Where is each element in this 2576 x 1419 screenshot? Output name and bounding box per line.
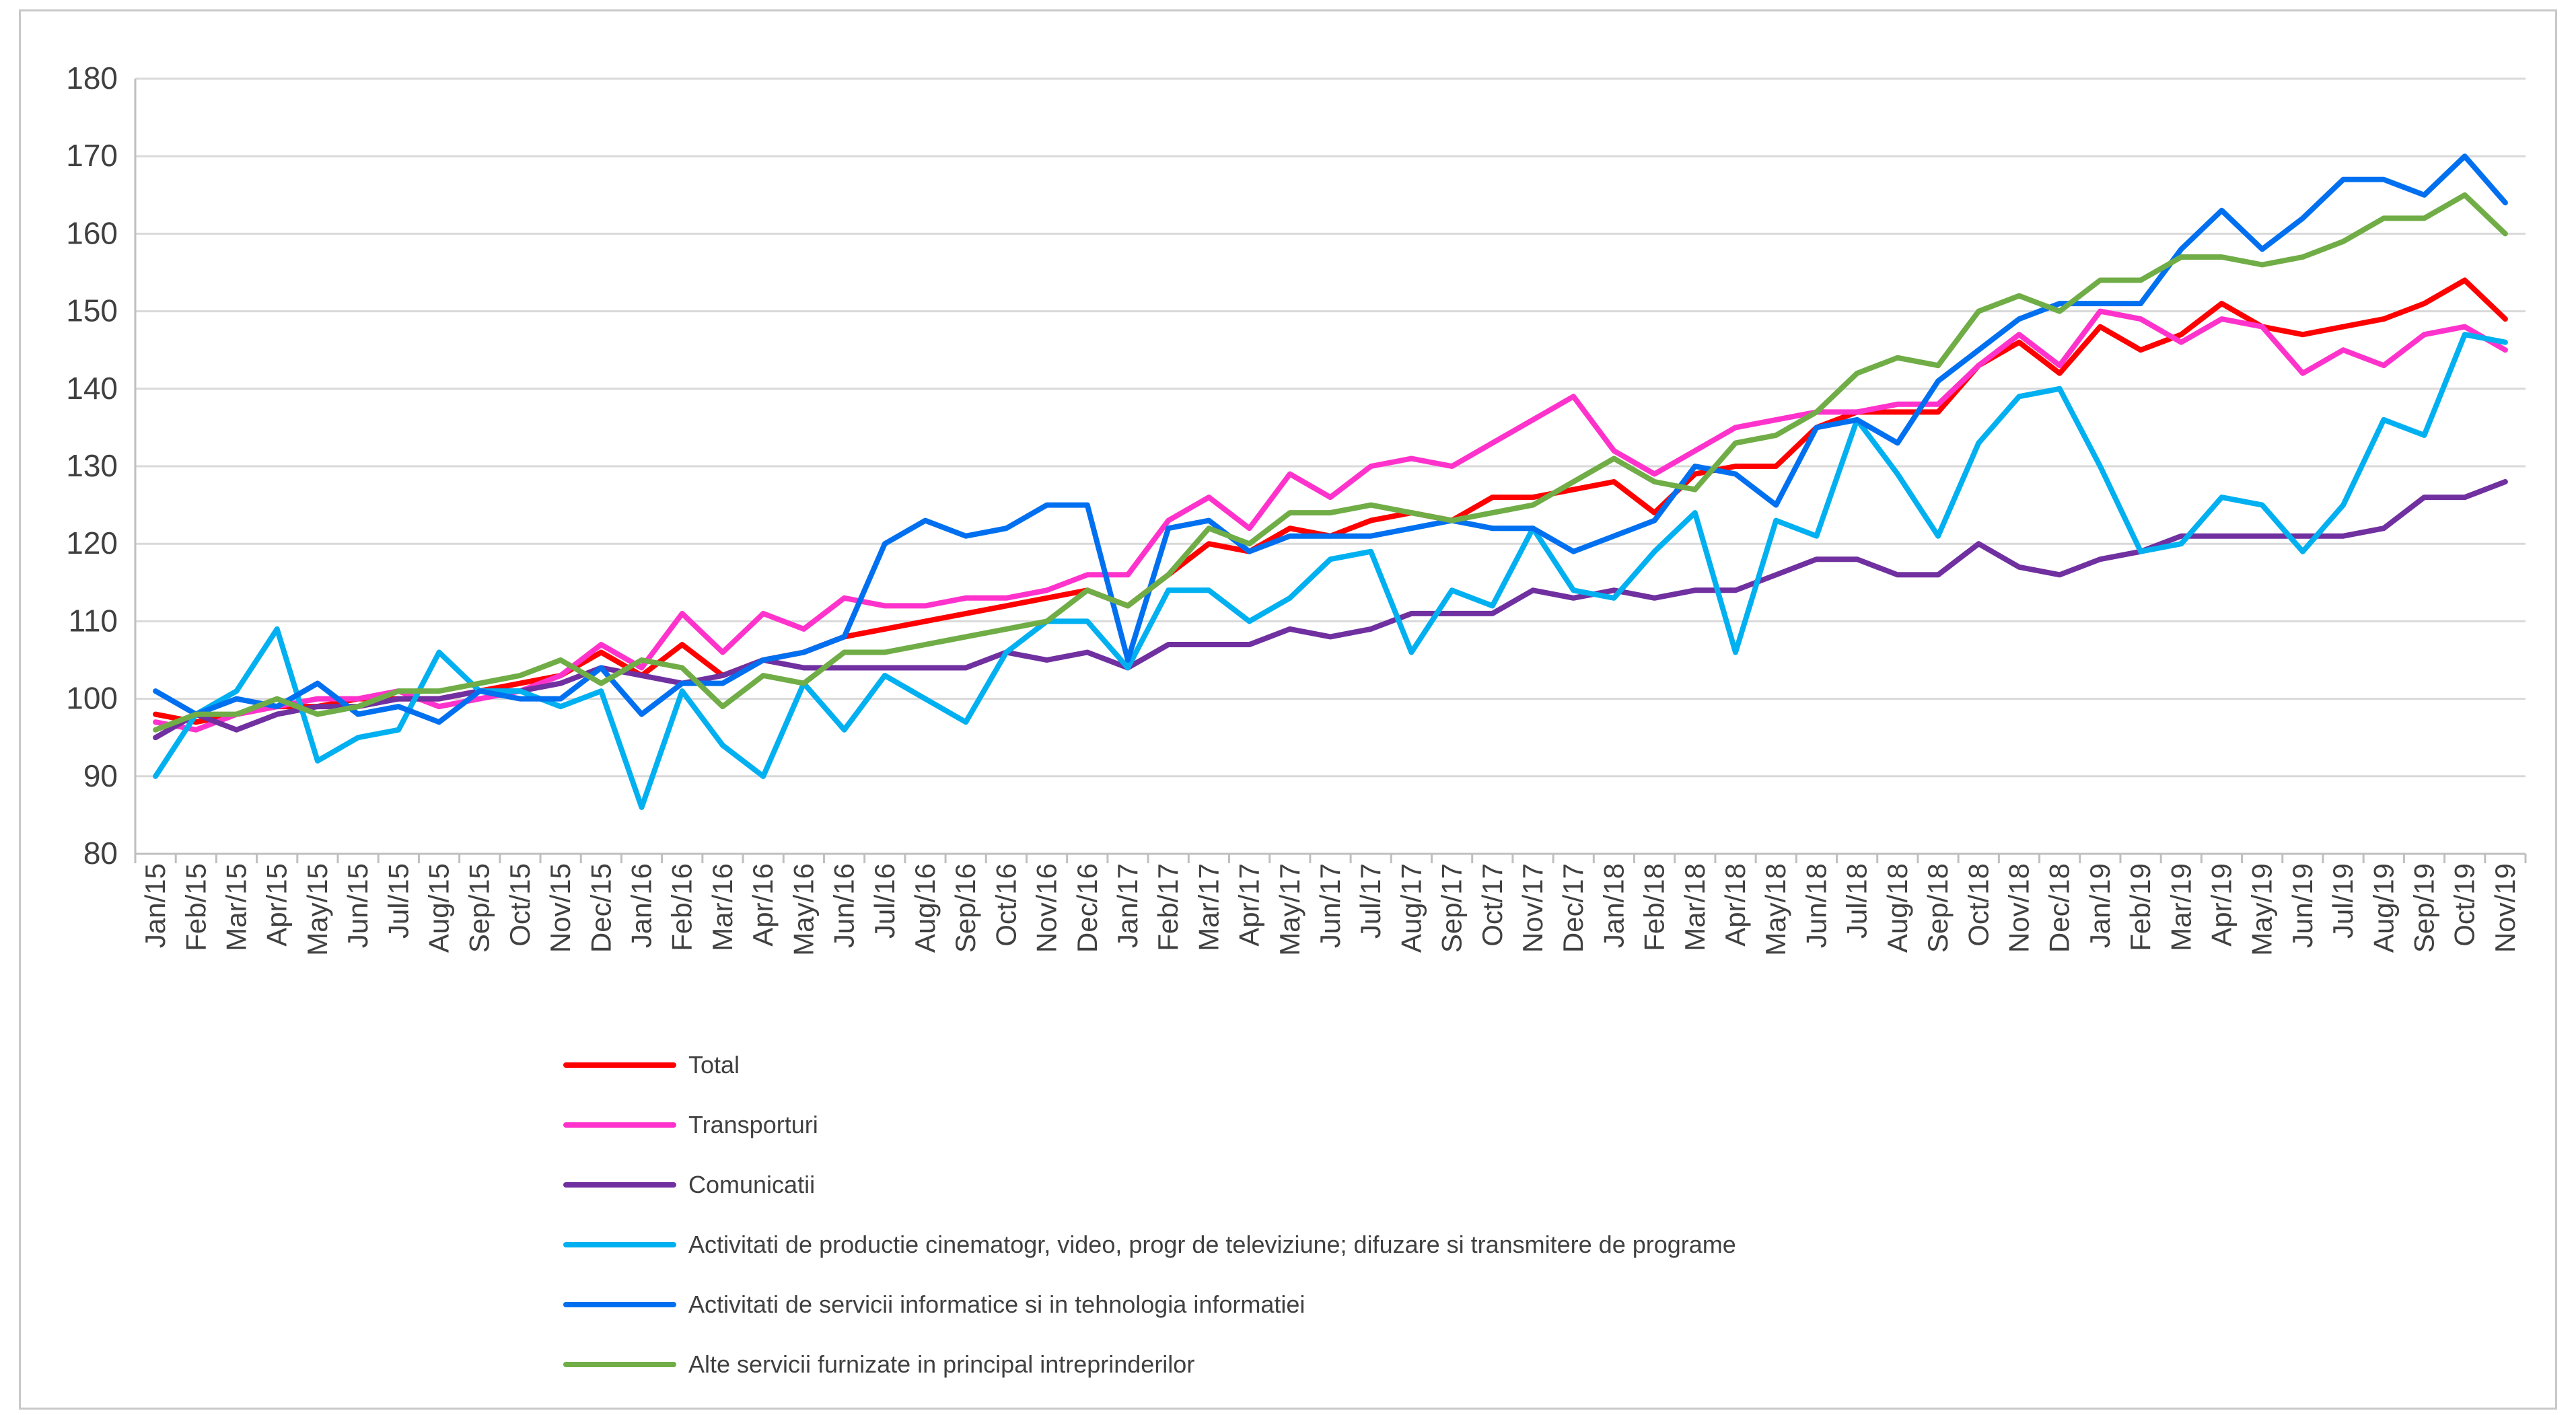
x-tick-label: Oct/15 (504, 863, 536, 947)
x-tick-label: Mar/16 (707, 863, 738, 951)
x-tick-label: Feb/16 (666, 863, 698, 951)
x-tick-label: Apr/15 (261, 863, 293, 947)
x-tick-label: Oct/19 (2449, 863, 2480, 947)
x-tick-label: Oct/16 (990, 863, 1022, 947)
y-tick-label: 180 (66, 61, 118, 96)
series-lines (153, 153, 2508, 810)
x-tick-label: Aug/19 (2367, 863, 2399, 953)
x-tick-label: Jul/16 (869, 863, 900, 939)
x-tick-label: Dec/17 (1557, 863, 1589, 953)
x-tick-label: Feb/17 (1152, 863, 1184, 951)
y-tick-label: 160 (66, 215, 118, 250)
line-chart: 80 90 100 110 120 130 140 150 160 170 180 Jan/15 Fe… (66, 61, 2527, 1378)
x-tick-label: Dec/16 (1071, 863, 1103, 953)
x-tick-label: Jun/19 (2287, 863, 2318, 948)
x-tick-label: Nov/15 (544, 863, 576, 953)
x-tick-label: Mar/17 (1192, 863, 1224, 951)
x-tick-label: Nov/17 (1517, 863, 1548, 953)
y-tick-label: 150 (66, 293, 118, 328)
x-tick-label: Feb/19 (2124, 863, 2156, 951)
x-tick-label: Jul/18 (1841, 863, 1873, 939)
legend-label: Transporturi (688, 1111, 818, 1138)
series-line-5 (153, 153, 2508, 725)
x-tick-label: May/18 (1760, 863, 1791, 956)
x-tick-label: Jun/17 (1314, 863, 1346, 948)
x-tick-label: Sep/17 (1436, 863, 1468, 953)
x-tick-label: Aug/15 (423, 863, 455, 953)
y-tick-label: 120 (66, 525, 118, 560)
x-tick-label: Jan/18 (1598, 863, 1629, 948)
y-tick-label: 140 (66, 371, 118, 406)
x-tick-label: Sep/15 (464, 863, 495, 953)
legend-label: Activitati de productie cinematogr, vide… (688, 1231, 1736, 1258)
x-tick-label: Feb/18 (1639, 863, 1670, 951)
series-line-3 (153, 479, 2508, 741)
x-tick-label: Jun/16 (828, 863, 860, 948)
x-tick-label: Apr/18 (1719, 863, 1751, 947)
y-tick-label: 90 (83, 758, 118, 793)
x-tick-label: Aug/18 (1882, 863, 1913, 953)
x-tick-label: Mar/19 (2165, 863, 2196, 951)
y-tick-label: 110 (69, 603, 118, 638)
x-tick-label: Oct/18 (1962, 863, 1994, 947)
y-tick-label: 80 (83, 836, 118, 871)
series-line-6 (153, 192, 2508, 733)
x-tick-label: May/19 (2246, 863, 2278, 956)
x-tick-label: Jan/19 (2084, 863, 2116, 948)
x-tick-label: Sep/19 (2408, 863, 2439, 953)
x-tick-label: Nov/18 (2003, 863, 2034, 953)
x-tick-label: Jun/18 (1800, 863, 1832, 948)
legend-label: Activitati de servicii informatice si in… (688, 1290, 1305, 1318)
series-line-4 (153, 332, 2508, 810)
x-tick-label: Nov/16 (1031, 863, 1063, 953)
x-tick-label: Apr/16 (747, 863, 779, 947)
x-tick-label: Jan/17 (1112, 863, 1143, 948)
legend-label: Comunicatii (688, 1171, 815, 1198)
x-tick-label: May/17 (1274, 863, 1305, 956)
y-tick-label: 170 (66, 138, 118, 173)
x-tick-label: Dec/18 (2044, 863, 2075, 953)
x-tick-label: Mar/15 (221, 863, 252, 951)
x-tick-label: May/16 (787, 863, 819, 956)
legend-label: Total (688, 1051, 740, 1079)
x-tick-label: Aug/16 (909, 863, 941, 953)
x-tick-label: Jul/17 (1355, 863, 1386, 939)
series-line-2 (153, 308, 2508, 733)
x-tick-label: May/15 (301, 863, 333, 956)
x-tick-label: Jan/16 (626, 863, 657, 948)
x-axis-ticks: Jan/15 Feb/15 Mar/15 Apr/15 May/15 Jun/15 Jul/… (139, 863, 2521, 956)
x-tick-label: Dec/15 (585, 863, 616, 953)
series-line-1 (153, 277, 2508, 725)
x-tick-label: Jul/19 (2327, 863, 2359, 939)
x-tick-label: Nov/19 (2489, 863, 2521, 953)
x-tick-label: Oct/17 (1476, 863, 1508, 947)
x-tick-label: Jan/15 (139, 863, 171, 948)
y-tick-label: 130 (66, 448, 118, 483)
y-axis-ticks: 80 90 100 110 120 130 140 150 160 170 180 (66, 61, 118, 871)
x-tick-label: Sep/18 (1922, 863, 1954, 953)
y-tick-label: 100 (66, 681, 118, 716)
x-tick-label: Sep/16 (950, 863, 981, 953)
x-tick-label: Apr/19 (2205, 863, 2237, 947)
chart-frame: 80 90 100 110 120 130 140 150 160 170 180 Jan/15 Fe… (19, 9, 2557, 1410)
legend-label: Alte servicii furnizate in principal int… (688, 1350, 1194, 1378)
gridlines (135, 77, 2526, 855)
x-tick-label: Aug/17 (1395, 863, 1427, 953)
x-tick-label: Feb/15 (180, 863, 211, 951)
x-tick-label: Apr/17 (1233, 863, 1265, 947)
x-tick-label: Jul/15 (382, 863, 414, 939)
x-tick-label: Mar/18 (1679, 863, 1711, 951)
x-tick-label: Jun/15 (342, 863, 373, 948)
axes (134, 79, 2527, 863)
legend: Total Transporturi Comunicatii Activitati d… (563, 1051, 1736, 1378)
